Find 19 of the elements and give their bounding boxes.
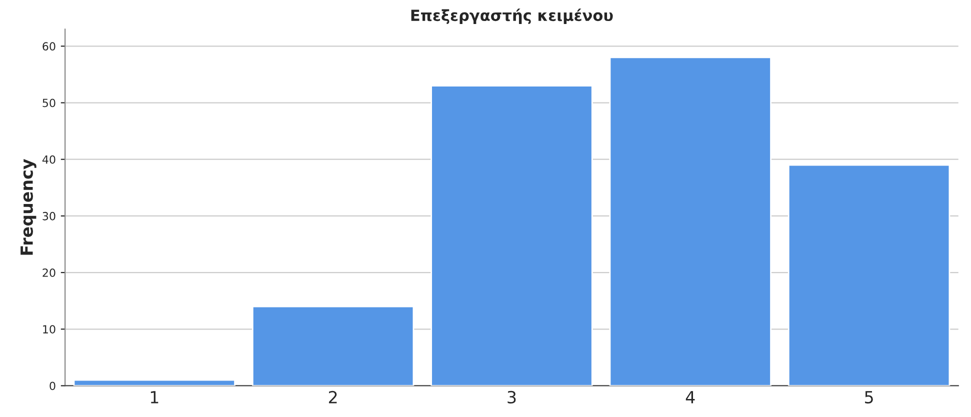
y-tick-label: 30: [42, 212, 56, 220]
y-tick-label: 40: [42, 155, 56, 164]
bar: [73, 379, 236, 386]
bar: [609, 56, 772, 386]
y-tick-label: 20: [42, 268, 56, 277]
bar: [252, 306, 414, 386]
x-tick-label: 5: [865, 391, 873, 404]
x-tick-label: 2: [328, 390, 337, 404]
y-axis-title: Frequency: [20, 158, 36, 255]
y-tick-label: 10: [43, 325, 56, 334]
y-tick-label: 50: [42, 98, 56, 108]
x-tick-label: 1: [150, 391, 158, 404]
bar: [430, 85, 593, 386]
x-tick-label: 4: [686, 391, 695, 404]
bar: [788, 164, 950, 386]
x-tick-label: 3: [508, 390, 516, 404]
y-tick-label: 0: [50, 382, 56, 390]
y-tick-label: 60: [42, 42, 56, 51]
chart-title: Επεξεργαστής κειμένου: [411, 8, 613, 24]
